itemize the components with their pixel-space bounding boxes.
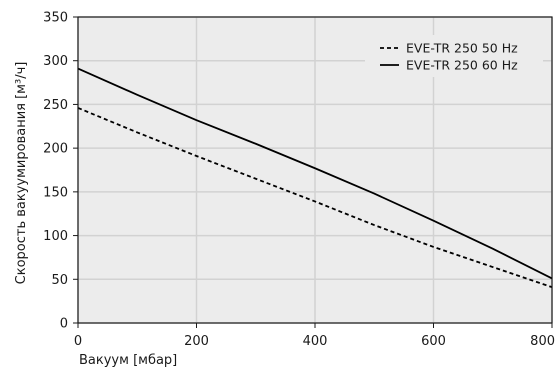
x-tick-label: 600 xyxy=(421,334,446,349)
series-line-0 xyxy=(77,107,553,289)
y-tick-label: 350 xyxy=(43,11,68,26)
legend: EVE-TR 250 50 Hz EVE-TR 250 60 Hz xyxy=(365,35,543,77)
series-group xyxy=(77,67,553,289)
x-axis-ticks: 0 200 400 600 800 xyxy=(74,323,555,349)
y-tick-label: 0 xyxy=(60,317,68,332)
series-line-1 xyxy=(77,67,553,280)
legend-background xyxy=(365,35,543,77)
legend-label-50hz: EVE-TR 250 50 Hz xyxy=(406,41,518,56)
y-tick-label: 200 xyxy=(43,142,68,157)
x-axis-title: Вакуум [мбар] xyxy=(79,353,177,368)
y-tick-label: 150 xyxy=(43,185,68,200)
y-tick-label: 300 xyxy=(43,54,68,69)
y-axis-ticks: 0 50 100 150 200 250 300 350 xyxy=(43,11,78,332)
x-tick-label: 200 xyxy=(184,334,209,349)
legend-label-60hz: EVE-TR 250 60 Hz xyxy=(406,58,518,73)
x-tick-label: 0 xyxy=(74,334,82,349)
x-tick-label: 800 xyxy=(530,334,555,349)
y-tick-label: 250 xyxy=(43,98,68,113)
grid xyxy=(77,16,553,324)
y-axis-title: Скорость вакуумирования [м³/ч] xyxy=(14,62,29,285)
y-tick-label: 50 xyxy=(51,273,68,288)
x-tick-label: 400 xyxy=(303,334,328,349)
y-tick-label: 100 xyxy=(43,229,68,244)
